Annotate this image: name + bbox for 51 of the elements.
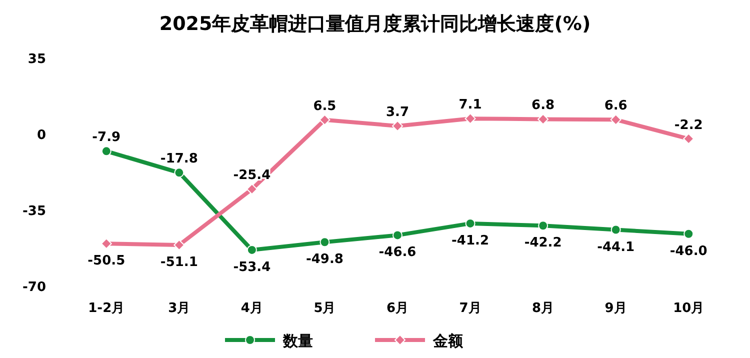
data-label: 3.7 <box>386 104 410 120</box>
x-tick-label: 10月 <box>673 301 704 316</box>
data-label: -2.2 <box>674 118 703 133</box>
point <box>538 220 548 231</box>
legend-label: 数量 <box>282 332 313 350</box>
point <box>101 146 112 156</box>
point <box>392 120 403 132</box>
point <box>174 168 184 178</box>
point <box>464 113 476 124</box>
point <box>610 114 622 126</box>
y-tick-label: -70 <box>22 280 46 295</box>
y-tick-label: -35 <box>22 204 46 219</box>
point <box>246 244 257 255</box>
y-tick-label: 0 <box>36 128 46 143</box>
point <box>684 228 694 239</box>
data-label: 6.6 <box>604 98 628 114</box>
y-tick-label: 35 <box>28 52 46 67</box>
data-label: 6.8 <box>532 98 555 114</box>
point <box>465 218 476 228</box>
data-label: -46.6 <box>378 245 416 260</box>
point <box>319 114 330 126</box>
x-tick-label: 8月 <box>532 301 554 316</box>
point <box>392 230 402 240</box>
chart-title: 2025年皮革帽进口量值月度累计同比增长速度(%) <box>159 13 591 35</box>
point <box>246 184 258 195</box>
x-tick-label: 4月 <box>240 301 263 316</box>
data-label: 6.5 <box>313 98 336 114</box>
data-label: -53.4 <box>233 260 271 275</box>
x-tick-label: 7月 <box>459 301 482 316</box>
point <box>610 224 621 235</box>
data-label: -51.1 <box>160 254 198 270</box>
data-label: -42.2 <box>524 236 562 251</box>
point <box>174 239 185 250</box>
data-label: -46.0 <box>670 244 708 259</box>
x-tick-label: 9月 <box>604 301 627 316</box>
data-label: -49.8 <box>306 252 344 268</box>
data-label: -41.2 <box>452 233 490 248</box>
data-label: -50.5 <box>88 254 126 269</box>
point <box>320 237 330 248</box>
data-label: -7.9 <box>92 130 121 146</box>
point <box>100 238 112 250</box>
point <box>683 133 694 144</box>
point <box>538 114 549 125</box>
x-tick-label: 1-2月 <box>88 301 125 316</box>
legend-label: 金额 <box>432 332 464 350</box>
data-label: -44.1 <box>597 240 635 255</box>
data-label: -17.8 <box>160 152 198 167</box>
data-label: 7.1 <box>458 98 482 113</box>
x-tick-label: 3月 <box>168 301 190 316</box>
x-tick-label: 6月 <box>386 301 409 316</box>
x-tick-label: 5月 <box>314 301 336 316</box>
